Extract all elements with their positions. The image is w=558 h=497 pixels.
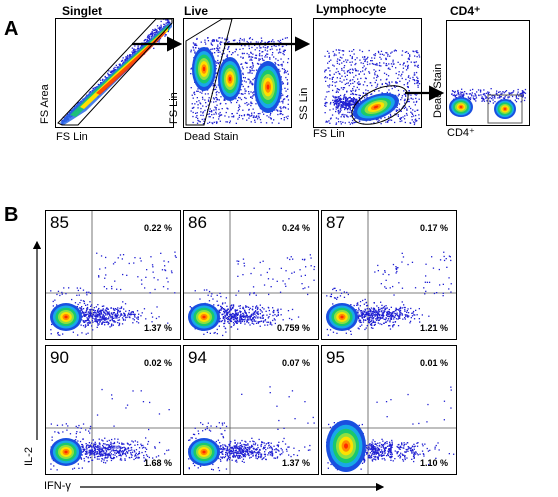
lymphocyte-plot-title: Lymphocyte: [316, 2, 387, 16]
cd4-negative-cluster: [449, 97, 473, 117]
live-cluster: [192, 47, 216, 91]
event-dots: [96, 388, 170, 431]
gating-arrows: [132, 36, 445, 101]
donor-id: 90: [50, 348, 69, 367]
donor-id: 86: [188, 213, 207, 232]
singlet-plot-title: Singlet: [62, 4, 103, 18]
icc-plot-donor-87: 87 0.17 % 1.21 %: [321, 210, 457, 340]
donor-id: 95: [326, 348, 345, 367]
singlet-x-label: FS Lin: [56, 131, 88, 143]
icc-plot-donor-95: 95 0.01 % 1.10 %: [321, 345, 457, 475]
cd4-tcell-density: [188, 303, 220, 331]
live-scatter-plot: [183, 18, 292, 128]
cd4-tcell-density: [326, 303, 358, 331]
cd4-plot-title: CD4⁺: [450, 4, 481, 18]
lower-right-quadrant-percent: 1.21 %: [419, 323, 448, 333]
panel-b-letter: B: [4, 204, 19, 226]
lower-right-quadrant-percent: 1.37 %: [281, 458, 310, 468]
lower-right-quadrant-percent: 0.759 %: [276, 323, 310, 333]
live-gate: [185, 19, 233, 126]
event-dots: [451, 88, 527, 106]
icc-plot-donor-85: 85 0.22 % 1.37 %: [45, 210, 181, 340]
event-dots: [374, 251, 452, 297]
upper-right-quadrant-percent: 0.02 %: [143, 358, 172, 368]
diagonal-density-band: [60, 23, 172, 125]
donor-id: 87: [326, 213, 345, 232]
upper-right-quadrant-percent: 0.24 %: [281, 223, 310, 233]
event-dots: [235, 254, 316, 296]
event-dots: [241, 386, 315, 430]
icc-plot-donor-94: 94 0.07 % 1.37 %: [183, 345, 319, 475]
singlet-scatter-plot: [55, 18, 174, 128]
upper-right-quadrant-percent: 0.22 %: [143, 223, 172, 233]
upper-right-quadrant-percent: 0.07 %: [281, 358, 310, 368]
cd4-gate: [487, 94, 523, 124]
cd4-tcell-density: [326, 420, 366, 472]
upper-right-quadrant-percent: 0.01 %: [419, 358, 448, 368]
event-dots: [207, 435, 311, 463]
cd4-x-label: CD4⁺: [447, 127, 475, 139]
cd4-tcell-density: [50, 303, 82, 331]
panel-a-letter: A: [4, 18, 19, 40]
lower-right-quadrant-percent: 1.37 %: [143, 323, 172, 333]
lymphocyte-cluster: [353, 93, 399, 121]
lower-right-quadrant-percent: 1.10 %: [419, 458, 448, 468]
dim-cluster: [218, 57, 242, 101]
donor-id: 85: [50, 213, 69, 232]
icc-plot-donor-90: 90 0.02 % 1.68 %: [45, 345, 181, 475]
event-dots: [376, 386, 452, 425]
lymphocyte-scatter-plot: [313, 18, 422, 128]
cd4-scatter-plot: [446, 20, 530, 126]
donor-id: 94: [188, 348, 207, 367]
il2-axis-label: IL-2: [23, 447, 35, 466]
ifng-axis-label: IFN-γ: [44, 480, 71, 492]
upper-right-quadrant-percent: 0.17 %: [419, 223, 448, 233]
lower-right-quadrant-percent: 1.68 %: [143, 458, 172, 468]
icc-plot-donor-86: 86 0.24 % 0.759 %: [183, 210, 319, 340]
lymphocyte-x-label: FS Lin: [313, 128, 345, 140]
cd4-tcell-density: [50, 438, 82, 466]
event-dots: [188, 422, 228, 472]
live-x-label: Dead Stain: [184, 131, 239, 143]
cd4-positive-cluster: [494, 99, 516, 119]
cd4-tcell-density: [188, 438, 220, 466]
dead-cluster: [254, 61, 282, 113]
event-dots: [96, 251, 177, 294]
live-plot-title: Live: [184, 4, 209, 18]
singlet-gate: [57, 19, 173, 126]
